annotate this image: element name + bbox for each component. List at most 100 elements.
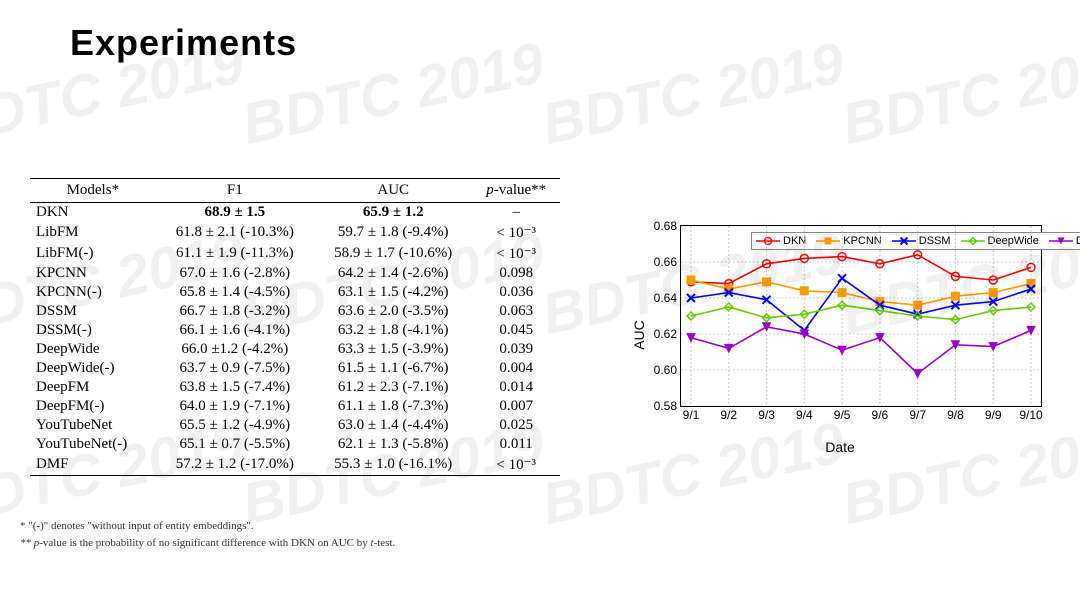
footnote-2: ** p-value is the probability of no sign… xyxy=(20,535,395,552)
table-cell: 0.025 xyxy=(472,416,560,435)
x-tick: 9/3 xyxy=(758,406,775,422)
table-cell: 66.1 ± 1.6 (-4.1%) xyxy=(156,321,314,340)
table-cell: DKN xyxy=(30,203,156,223)
y-tick: 0.58 xyxy=(654,399,681,413)
table-cell: 0.004 xyxy=(472,359,560,378)
table-cell: 0.011 xyxy=(472,435,560,454)
table-cell: DMF xyxy=(30,454,156,476)
table-cell: 61.2 ± 2.3 (-7.1%) xyxy=(314,378,472,397)
x-tick: 9/2 xyxy=(720,406,737,422)
table-cell: 65.8 ± 1.4 (-4.5%) xyxy=(156,283,314,302)
table-cell: 64.2 ± 1.4 (-2.6%) xyxy=(314,264,472,283)
table-row: DKN68.9 ± 1.565.9 ± 1.2– xyxy=(30,203,560,223)
table-cell: 63.2 ± 1.8 (-4.1%) xyxy=(314,321,472,340)
table-cell: DSSM(-) xyxy=(30,321,156,340)
table-header: p-value** xyxy=(472,179,560,203)
table-cell: DeepWide(-) xyxy=(30,359,156,378)
table-row: YouTubeNet(-)65.1 ± 0.7 (-5.5%)62.1 ± 1.… xyxy=(30,435,560,454)
table-row: DeepWide(-)63.7 ± 0.9 (-7.5%)61.5 ± 1.1 … xyxy=(30,359,560,378)
table-cell: 0.014 xyxy=(472,378,560,397)
table-row: DSSM(-)66.1 ± 1.6 (-4.1%)63.2 ± 1.8 (-4.… xyxy=(30,321,560,340)
table-cell: DeepFM(-) xyxy=(30,397,156,416)
auc-chart: AUC DKNKPCNNDSSMDeepWideDeepFM 0.580.600… xyxy=(630,225,1050,445)
table-row: DMF57.2 ± 1.2 (-17.0%)55.3 ± 1.0 (-16.1%… xyxy=(30,454,560,476)
y-tick: 0.66 xyxy=(654,255,681,269)
table-cell: 61.1 ± 1.9 (-11.3%) xyxy=(156,243,314,264)
table-cell: 62.1 ± 1.3 (-5.8%) xyxy=(314,435,472,454)
table-cell: 61.5 ± 1.1 (-6.7%) xyxy=(314,359,472,378)
table-cell: 58.9 ± 1.7 (-10.6%) xyxy=(314,243,472,264)
table-cell: 55.3 ± 1.0 (-16.1%) xyxy=(314,454,472,476)
table-cell: YouTubeNet xyxy=(30,416,156,435)
table-cell: 0.063 xyxy=(472,302,560,321)
table-cell: 61.8 ± 2.1 (-10.3%) xyxy=(156,222,314,243)
table-cell: 0.007 xyxy=(472,397,560,416)
x-tick: 9/9 xyxy=(985,406,1002,422)
table-cell: 68.9 ± 1.5 xyxy=(156,203,314,223)
table-row: DeepWide66.0 ±1.2 (-4.2%)63.3 ± 1.5 (-3.… xyxy=(30,340,560,359)
table-row: KPCNN(-)65.8 ± 1.4 (-4.5%)63.1 ± 1.5 (-4… xyxy=(30,283,560,302)
chart-svg xyxy=(681,226,1041,406)
table-row: LibFM(-)61.1 ± 1.9 (-11.3%)58.9 ± 1.7 (-… xyxy=(30,243,560,264)
table-row: DeepFM63.8 ± 1.5 (-7.4%)61.2 ± 2.3 (-7.1… xyxy=(30,378,560,397)
x-tick: 9/4 xyxy=(796,406,813,422)
table-cell: 65.5 ± 1.2 (-4.9%) xyxy=(156,416,314,435)
watermark: BDTC 2019 xyxy=(836,29,1080,158)
table-cell: 59.7 ± 1.8 (-9.4%) xyxy=(314,222,472,243)
x-tick: 9/8 xyxy=(947,406,964,422)
table-cell: DeepWide xyxy=(30,340,156,359)
x-tick: 9/1 xyxy=(683,406,700,422)
table-cell: DSSM xyxy=(30,302,156,321)
table-cell: 63.3 ± 1.5 (-3.9%) xyxy=(314,340,472,359)
table-footnotes: * "(-)" denotes "without input of entity… xyxy=(20,518,395,551)
table-cell: YouTubeNet(-) xyxy=(30,435,156,454)
table-cell: 66.7 ± 1.8 (-3.2%) xyxy=(156,302,314,321)
footnote-1: * "(-)" denotes "without input of entity… xyxy=(20,518,395,535)
table-cell: 67.0 ± 1.6 (-2.8%) xyxy=(156,264,314,283)
results-table: Models*F1AUCp-value**DKN68.9 ± 1.565.9 ±… xyxy=(30,178,560,476)
table-cell: 0.039 xyxy=(472,340,560,359)
y-axis-label: AUC xyxy=(631,320,647,350)
table-header: AUC xyxy=(314,179,472,203)
table-cell: 0.045 xyxy=(472,321,560,340)
table-cell: < 10⁻³ xyxy=(472,243,560,264)
table-cell: 65.1 ± 0.7 (-5.5%) xyxy=(156,435,314,454)
table-cell: 61.1 ± 1.8 (-7.3%) xyxy=(314,397,472,416)
table-cell: 63.6 ± 2.0 (-3.5%) xyxy=(314,302,472,321)
table-row: DSSM66.7 ± 1.8 (-3.2%)63.6 ± 2.0 (-3.5%)… xyxy=(30,302,560,321)
y-tick: 0.60 xyxy=(654,363,681,377)
y-tick: 0.68 xyxy=(654,219,681,233)
table-cell: 63.1 ± 1.5 (-4.2%) xyxy=(314,283,472,302)
y-tick: 0.64 xyxy=(654,291,681,305)
x-tick: 9/10 xyxy=(1019,406,1042,422)
table-cell: 65.9 ± 1.2 xyxy=(314,203,472,223)
legend-item: DeepFM xyxy=(1049,235,1080,247)
table-header: F1 xyxy=(156,179,314,203)
table-cell: < 10⁻³ xyxy=(472,222,560,243)
x-axis-label: Date xyxy=(825,439,855,455)
x-tick: 9/6 xyxy=(872,406,889,422)
table-cell: 57.2 ± 1.2 (-17.0%) xyxy=(156,454,314,476)
chart-plot-area: DKNKPCNNDSSMDeepWideDeepFM 0.580.600.620… xyxy=(680,225,1042,407)
table-cell: LibFM(-) xyxy=(30,243,156,264)
table-row: DeepFM(-)64.0 ± 1.9 (-7.1%)61.1 ± 1.8 (-… xyxy=(30,397,560,416)
table-cell: 63.0 ± 1.4 (-4.4%) xyxy=(314,416,472,435)
table-cell: 64.0 ± 1.9 (-7.1%) xyxy=(156,397,314,416)
table-cell: KPCNN(-) xyxy=(30,283,156,302)
table-cell: LibFM xyxy=(30,222,156,243)
x-tick: 9/7 xyxy=(909,406,926,422)
y-tick: 0.62 xyxy=(654,327,681,341)
page-title: Experiments xyxy=(70,22,297,64)
table-cell: < 10⁻³ xyxy=(472,454,560,476)
table-row: KPCNN67.0 ± 1.6 (-2.8%)64.2 ± 1.4 (-2.6%… xyxy=(30,264,560,283)
table-cell: 0.036 xyxy=(472,283,560,302)
table-row: YouTubeNet65.5 ± 1.2 (-4.9%)63.0 ± 1.4 (… xyxy=(30,416,560,435)
table-row: LibFM61.8 ± 2.1 (-10.3%)59.7 ± 1.8 (-9.4… xyxy=(30,222,560,243)
table-cell: 63.7 ± 0.9 (-7.5%) xyxy=(156,359,314,378)
table-cell: 0.098 xyxy=(472,264,560,283)
watermark: BDTC 2019 xyxy=(536,29,849,158)
table-cell: KPCNN xyxy=(30,264,156,283)
table-header: Models* xyxy=(30,179,156,203)
table-cell: 66.0 ±1.2 (-4.2%) xyxy=(156,340,314,359)
table-cell: DeepFM xyxy=(30,378,156,397)
